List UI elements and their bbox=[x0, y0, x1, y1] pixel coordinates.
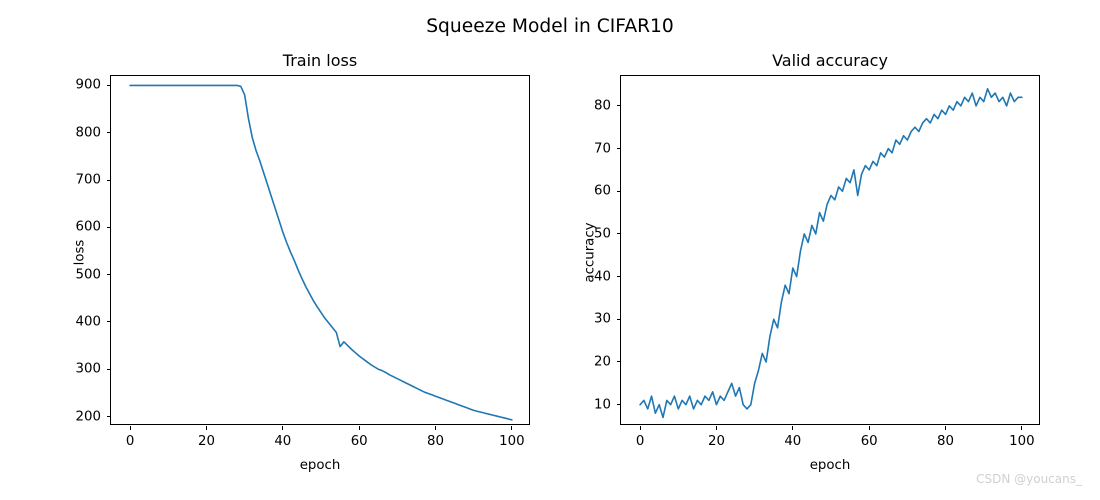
xtick-label: 60 bbox=[351, 434, 368, 449]
ytick-mark bbox=[617, 404, 621, 405]
xtick-mark bbox=[206, 426, 207, 430]
ytick-mark bbox=[617, 361, 621, 362]
ylabel-train-loss: loss bbox=[73, 213, 88, 293]
xlabel-train-loss: epoch bbox=[110, 458, 530, 473]
xtick-label: 40 bbox=[784, 434, 801, 449]
ytick-label: 30 bbox=[594, 312, 611, 327]
xtick-mark bbox=[282, 426, 283, 430]
subplot-title-valid-acc: Valid accuracy bbox=[620, 51, 1040, 70]
watermark: CSDN @youcans_ bbox=[976, 472, 1082, 486]
ytick-label: 800 bbox=[76, 125, 101, 140]
xtick-mark bbox=[130, 426, 131, 430]
xtick-label: 0 bbox=[126, 434, 134, 449]
subplot-valid-acc: Valid accuracy 020406080100 102030405060… bbox=[620, 75, 1040, 425]
plot-area-train-loss: 020406080100 200300400500600700800900 bbox=[110, 75, 530, 425]
ytick-mark bbox=[617, 148, 621, 149]
ytick-label: 300 bbox=[76, 362, 101, 377]
subplot-train-loss: Train loss 020406080100 2003004005006007… bbox=[110, 75, 530, 425]
xtick-label: 60 bbox=[861, 434, 878, 449]
xtick-mark bbox=[640, 426, 641, 430]
ytick-label: 200 bbox=[76, 409, 101, 424]
xtick-label: 20 bbox=[708, 434, 725, 449]
xlabel-valid-acc: epoch bbox=[620, 458, 1040, 473]
xtick-mark bbox=[945, 426, 946, 430]
ytick-mark bbox=[107, 85, 111, 86]
ytick-mark bbox=[617, 191, 621, 192]
xtick-label: 80 bbox=[937, 434, 954, 449]
line-train-loss bbox=[111, 76, 531, 426]
ytick-mark bbox=[617, 105, 621, 106]
ytick-label: 60 bbox=[594, 184, 611, 199]
ytick-mark bbox=[617, 319, 621, 320]
ytick-mark bbox=[107, 321, 111, 322]
ytick-label: 400 bbox=[76, 314, 101, 329]
ytick-mark bbox=[107, 369, 111, 370]
xtick-mark bbox=[1021, 426, 1022, 430]
xtick-label: 20 bbox=[198, 434, 215, 449]
figure-suptitle: Squeeze Model in CIFAR10 bbox=[0, 16, 1100, 37]
xtick-mark bbox=[511, 426, 512, 430]
ylabel-valid-acc: accuracy bbox=[583, 213, 598, 293]
ytick-label: 900 bbox=[76, 78, 101, 93]
ytick-mark bbox=[107, 416, 111, 417]
plot-area-valid-acc: 020406080100 1020304050607080 bbox=[620, 75, 1040, 425]
ytick-mark bbox=[617, 233, 621, 234]
subplot-title-train-loss: Train loss bbox=[110, 51, 530, 70]
ytick-label: 70 bbox=[594, 141, 611, 156]
ytick-label: 20 bbox=[594, 354, 611, 369]
xtick-label: 0 bbox=[636, 434, 644, 449]
ytick-mark bbox=[107, 180, 111, 181]
xtick-mark bbox=[435, 426, 436, 430]
ytick-mark bbox=[617, 276, 621, 277]
xtick-label: 100 bbox=[499, 434, 524, 449]
xtick-mark bbox=[869, 426, 870, 430]
xtick-label: 80 bbox=[427, 434, 444, 449]
line-valid-acc bbox=[621, 76, 1041, 426]
xtick-mark bbox=[359, 426, 360, 430]
ytick-label: 700 bbox=[76, 173, 101, 188]
xtick-mark bbox=[792, 426, 793, 430]
ytick-label: 10 bbox=[594, 397, 611, 412]
ytick-mark bbox=[107, 274, 111, 275]
ytick-mark bbox=[107, 227, 111, 228]
xtick-mark bbox=[716, 426, 717, 430]
ytick-label: 80 bbox=[594, 98, 611, 113]
xtick-label: 40 bbox=[274, 434, 291, 449]
xtick-label: 100 bbox=[1009, 434, 1034, 449]
ytick-mark bbox=[107, 132, 111, 133]
